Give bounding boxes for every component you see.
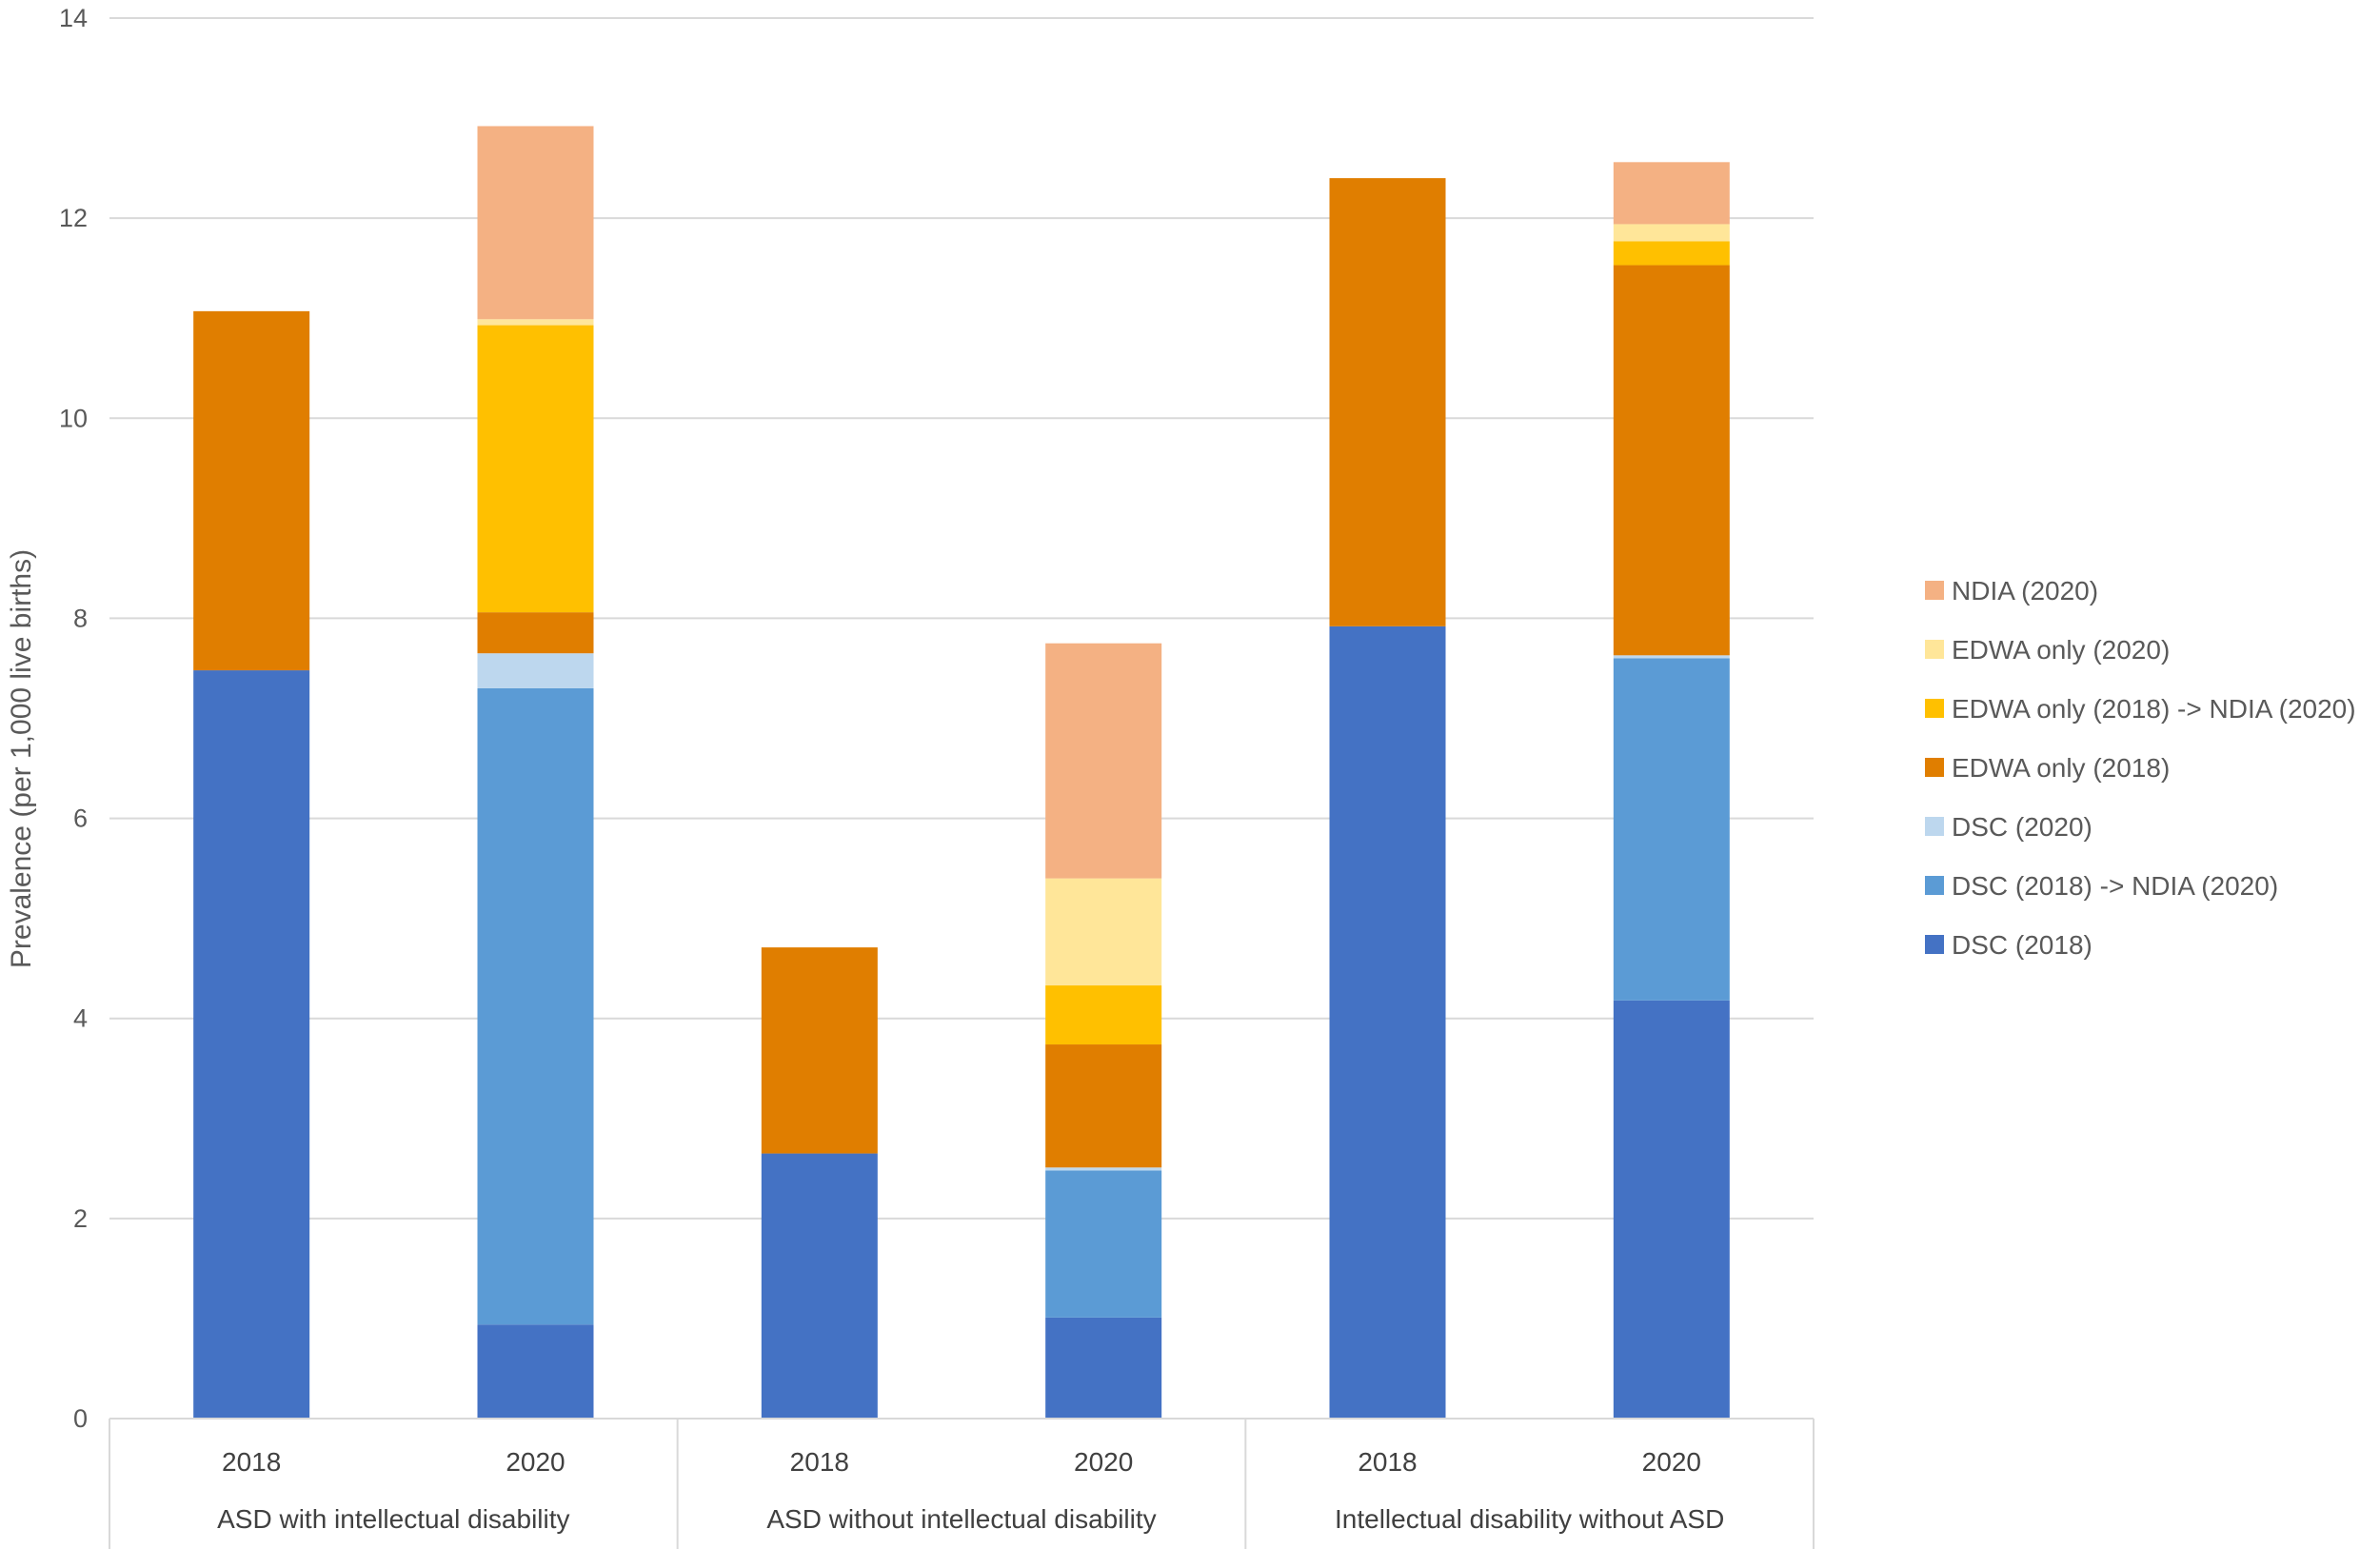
bar-segment-ndia-2020 — [1613, 162, 1730, 225]
bar-segment-edwa-only-2018 — [1045, 1044, 1162, 1168]
x-category-label: 2020 — [1074, 1447, 1133, 1477]
bar-segment-dsc-2018-ndia-2020 — [1045, 1170, 1162, 1318]
bar-segment-dsc-2020 — [477, 653, 594, 688]
x-category-label: 2020 — [1642, 1447, 1701, 1477]
legend-label: DSC (2020) — [1952, 812, 2092, 842]
legend-label: EDWA only (2020) — [1952, 635, 2170, 665]
bar-segment-edwa-only-2018-ndia-2020 — [1045, 985, 1162, 1045]
bar-segment-dsc-2018 — [1613, 1000, 1730, 1419]
y-tick-label: 14 — [59, 4, 88, 32]
bar-segment-edwa-only-2020 — [1613, 224, 1730, 242]
bar-segment-dsc-2018 — [193, 670, 310, 1419]
legend-swatch — [1925, 876, 1944, 895]
bar-segment-edwa-only-2018 — [193, 310, 310, 671]
bar-segment-dsc-2018 — [1045, 1317, 1162, 1419]
x-axis-groups: ASD with intellectual disability ASD with… — [109, 1419, 1815, 1549]
bar-segment-dsc-2018-ndia-2020 — [477, 687, 594, 1325]
bar-segment-dsc-2020 — [1613, 655, 1730, 659]
x-group-label: Intellectual disability without ASD — [1335, 1504, 1724, 1534]
bars — [193, 126, 1730, 1419]
legend-label: NDIA (2020) — [1952, 576, 2098, 606]
legend-swatch — [1925, 699, 1944, 718]
y-tick-label: 10 — [59, 404, 88, 432]
bar-segment-edwa-only-2018 — [1329, 178, 1446, 626]
legend-label: DSC (2018) — [1952, 930, 2092, 960]
bar-segment-edwa-only-2020 — [477, 319, 594, 326]
y-tick-label: 12 — [59, 204, 88, 232]
legend: NDIA (2020) EDWA only (2020) EDWA only (20… — [1925, 576, 2356, 960]
bar-segment-edwa-only-2018-ndia-2020 — [477, 325, 594, 613]
legend-swatch — [1925, 640, 1944, 659]
legend-label: DSC (2018) -> NDIA (2020) — [1952, 871, 2278, 901]
y-tick-label: 4 — [73, 1004, 88, 1033]
x-group-label: ASD without intellectual disability — [766, 1504, 1156, 1534]
legend-swatch — [1925, 817, 1944, 836]
x-axis-categories: 2018 2020 2018 2020 2018 2020 — [222, 1447, 1701, 1477]
bar-segment-edwa-only-2018 — [1613, 265, 1730, 656]
bar-segment-dsc-2020 — [1045, 1167, 1162, 1171]
y-axis-ticks: 0 2 4 6 8 10 12 14 — [59, 4, 88, 1433]
bar-segment-ndia-2020 — [1045, 643, 1162, 879]
x-category-label: 2018 — [1358, 1447, 1417, 1477]
y-axis-title: Prevalence (per 1,000 live births) — [6, 549, 37, 968]
legend-swatch — [1925, 935, 1944, 954]
bar-segment-dsc-2018-ndia-2020 — [1613, 658, 1730, 1001]
x-category-label: 2018 — [790, 1447, 849, 1477]
x-category-label: 2020 — [506, 1447, 565, 1477]
y-tick-label: 2 — [73, 1204, 88, 1233]
bar-segment-dsc-2018 — [1329, 626, 1446, 1419]
gridlines — [109, 17, 1814, 1220]
bar-segment-edwa-only-2020 — [1045, 878, 1162, 986]
legend-swatch — [1925, 758, 1944, 777]
x-category-label: 2018 — [222, 1447, 281, 1477]
bar-segment-dsc-2018 — [477, 1324, 594, 1419]
bar-segment-edwa-only-2018 — [761, 947, 878, 1154]
bar-segment-edwa-only-2018-ndia-2020 — [1613, 241, 1730, 266]
bar-segment-edwa-only-2018 — [477, 612, 594, 654]
legend-label: EDWA only (2018) — [1952, 753, 2170, 783]
legend-label: EDWA only (2018) -> NDIA (2020) — [1952, 694, 2356, 724]
y-tick-label: 6 — [73, 804, 88, 833]
y-tick-label: 0 — [73, 1404, 88, 1433]
y-tick-label: 8 — [73, 604, 88, 632]
x-group-label: ASD with intellectual disability — [217, 1504, 569, 1534]
legend-swatch — [1925, 581, 1944, 600]
bar-segment-ndia-2020 — [477, 126, 594, 320]
bar-segment-dsc-2018 — [761, 1153, 878, 1419]
